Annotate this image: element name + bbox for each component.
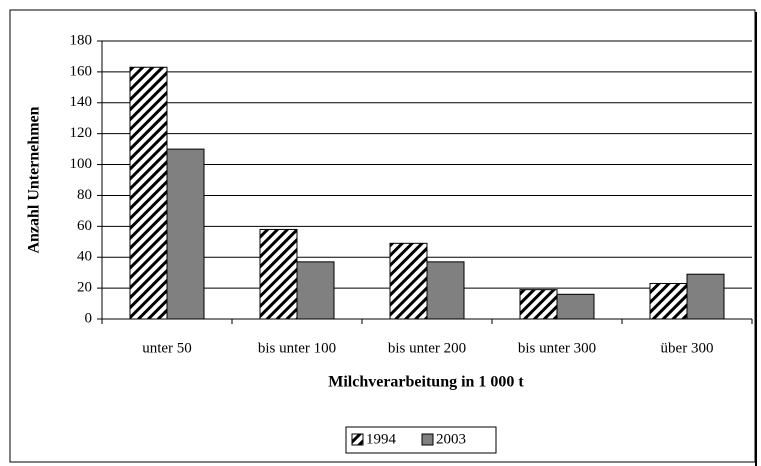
x-axis-title: Milchverarbeitung in 1 000 t	[328, 374, 524, 391]
bar	[259, 228, 298, 320]
y-tick-label: 120	[70, 125, 93, 141]
legend-label: 2003	[436, 431, 466, 447]
x-tick-label: bis unter 300	[518, 340, 596, 356]
x-tick-label: bis unter 200	[388, 340, 466, 356]
bar	[686, 273, 725, 320]
bar	[519, 289, 558, 320]
legend-box	[345, 426, 497, 454]
legend-swatch	[351, 433, 364, 446]
legend-label: 1994	[366, 431, 397, 447]
x-tick-label: unter 50	[142, 340, 192, 356]
bar	[556, 293, 595, 320]
x-tick-label: bis unter 100	[258, 340, 336, 356]
y-tick-label: 140	[70, 94, 93, 110]
bar	[129, 66, 168, 320]
y-tick-label: 40	[77, 249, 92, 265]
legend-swatch	[421, 433, 434, 446]
y-tick-label: 100	[70, 156, 93, 172]
y-tick-label: 60	[77, 218, 92, 234]
bar	[389, 242, 428, 320]
bar	[649, 282, 688, 320]
y-tick-label: 80	[77, 187, 92, 203]
x-tick-label: über 300	[661, 340, 714, 356]
y-tick-label: 0	[85, 310, 93, 326]
bar	[296, 261, 335, 320]
chart-frame	[9, 9, 756, 463]
y-tick-label: 20	[77, 280, 92, 296]
y-tick-label: 160	[70, 63, 93, 79]
bar	[166, 148, 205, 320]
y-tick-label: 180	[70, 32, 93, 48]
y-axis-title: Anzahl Unternehmen	[26, 106, 43, 253]
bar	[426, 261, 465, 320]
